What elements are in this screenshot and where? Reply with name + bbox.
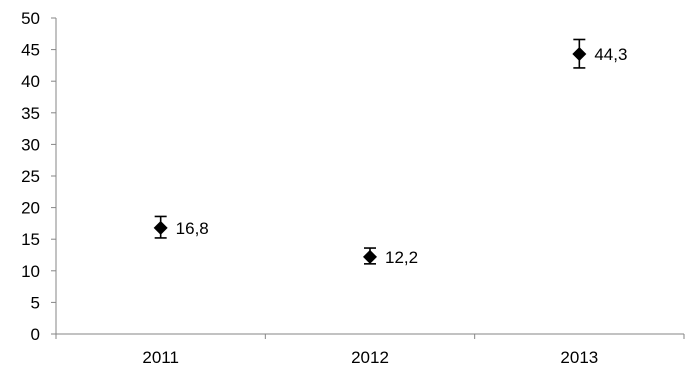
y-tick-label: 35 xyxy=(21,104,40,123)
y-tick-label: 10 xyxy=(21,262,40,281)
data-label: 12,2 xyxy=(385,248,418,267)
y-tick-label: 30 xyxy=(21,135,40,154)
y-tick-label: 20 xyxy=(21,199,40,218)
x-tick-label: 2013 xyxy=(560,348,598,367)
y-tick-label: 50 xyxy=(21,9,40,28)
data-point-marker xyxy=(572,47,587,62)
data-point-marker xyxy=(363,249,377,264)
y-axis: 0 5 10 15 20 25 30 35 40 45 50 xyxy=(21,9,57,344)
y-tick-label: 15 xyxy=(21,230,40,249)
y-tick-label: 0 xyxy=(31,325,40,344)
x-tick-label: 2011 xyxy=(142,348,179,367)
x-tick-label: 2012 xyxy=(351,348,389,367)
data-point-marker xyxy=(153,220,168,235)
y-tick-label: 45 xyxy=(21,41,40,60)
data-label: 16,8 xyxy=(176,219,209,238)
data-points: 16,8 12,2 44,3 xyxy=(153,38,627,267)
data-label: 44,3 xyxy=(594,45,627,64)
x-axis: 2011 2012 2013 xyxy=(55,333,685,367)
y-tick-label: 25 xyxy=(21,167,40,186)
y-tick-label: 40 xyxy=(21,72,40,91)
y-tick-label: 5 xyxy=(31,293,40,312)
